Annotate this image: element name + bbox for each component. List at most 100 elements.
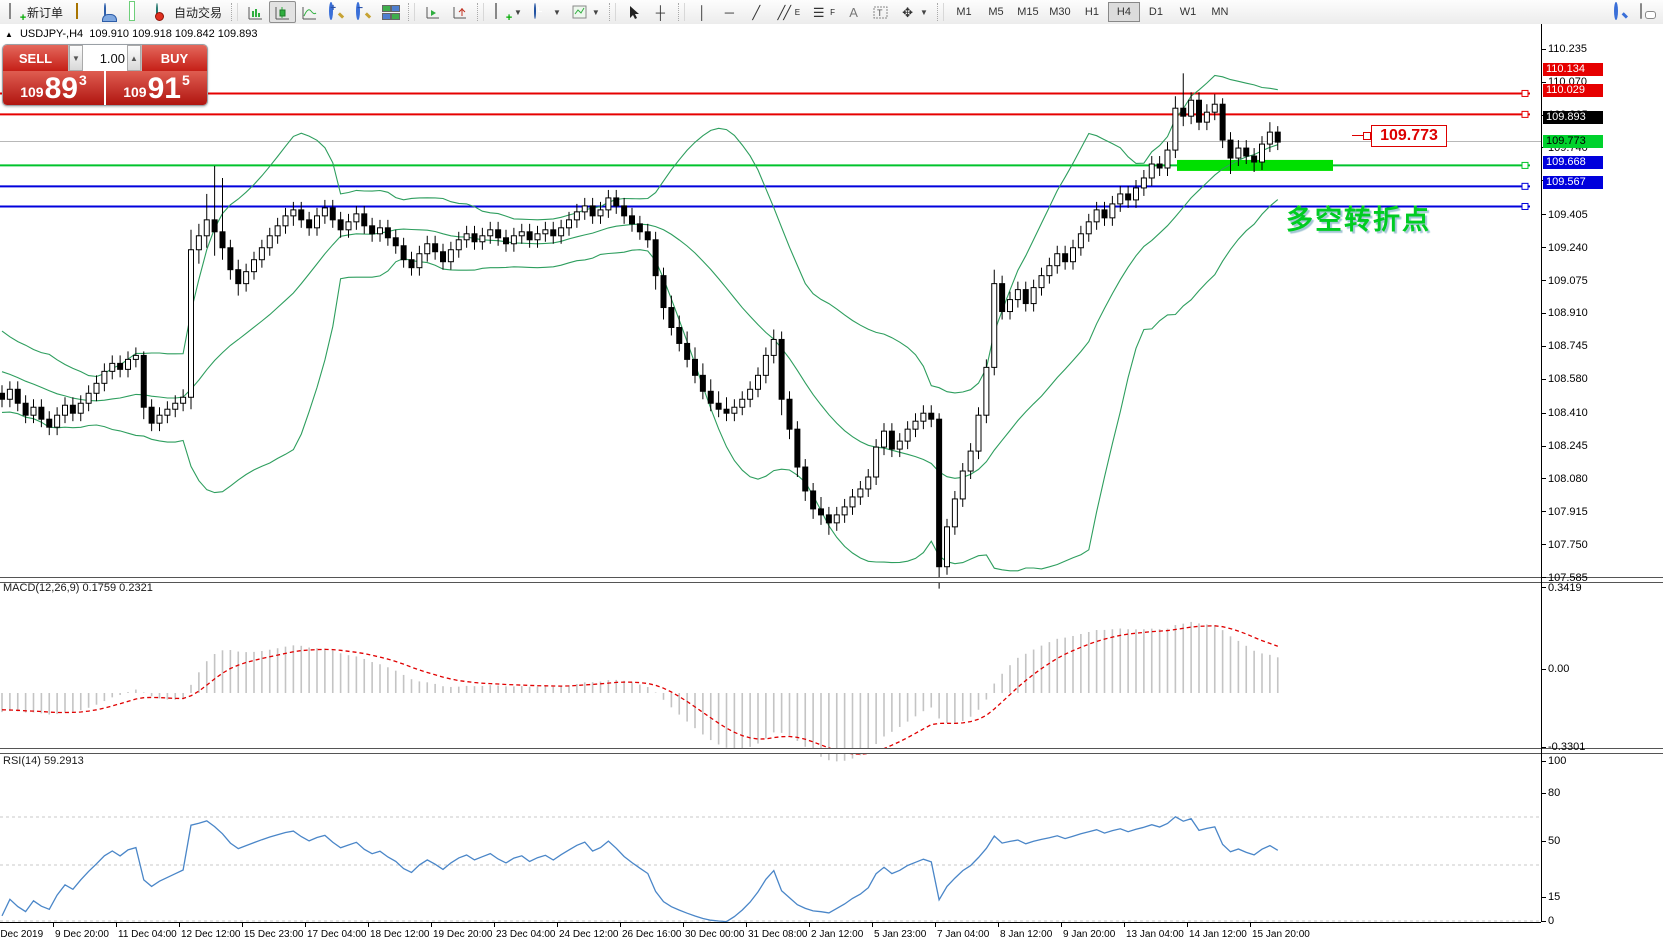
ohlc-quote-label: 109.910 109.918 109.842 109.893: [89, 28, 258, 40]
price-tick-label: 108.910: [1548, 307, 1588, 320]
templates-button[interactable]: ▼: [566, 1, 605, 23]
signals-button[interactable]: [122, 1, 149, 23]
toolbar-separator: [936, 3, 944, 21]
macd-pane-canvas[interactable]: [0, 605, 1541, 773]
macd-tick-label: 0.3419: [1548, 581, 1582, 594]
time-tick-mark: [557, 923, 558, 927]
timeframe-MN[interactable]: MN: [1211, 6, 1229, 18]
price-tick-mark: [1541, 511, 1546, 513]
one-click-trade-panel: SELL ▼ ▲ BUY 109 89 3 109 91 5: [2, 44, 208, 106]
time-tick-label: 8 Jan 12:00: [1000, 929, 1053, 940]
buy-price-prefix: 109: [123, 84, 147, 100]
volume-input[interactable]: [83, 45, 127, 71]
timeframe-D1[interactable]: D1: [1148, 6, 1163, 18]
time-tick-mark: [116, 923, 117, 927]
search-button[interactable]: [1607, 1, 1634, 23]
time-tick-label: 18 Dec 12:00: [370, 929, 430, 940]
volume-increase-button[interactable]: ▲: [127, 45, 141, 71]
tile-windows-button[interactable]: [377, 1, 404, 23]
auto-scroll-icon: [424, 4, 441, 21]
timeframe-W1[interactable]: W1: [1179, 6, 1197, 18]
sell-price-button[interactable]: 109 89 3: [3, 71, 104, 105]
timeframe-M30[interactable]: M30: [1049, 6, 1071, 18]
price-tick-mark: [1541, 247, 1546, 249]
chat-icon: [1640, 2, 1642, 19]
sell-button[interactable]: SELL: [3, 45, 68, 71]
horizontal-line-tool[interactable]: ─: [716, 1, 743, 23]
arrows-tool[interactable]: ✥ ▼: [894, 1, 933, 23]
rsi-tick-label: 0: [1548, 915, 1555, 927]
buy-button[interactable]: BUY: [142, 45, 207, 71]
market-watch-button[interactable]: [68, 1, 95, 23]
line-chart-mode-button[interactable]: [296, 1, 323, 23]
time-tick-label: 11 Dec 04:00: [118, 929, 177, 940]
cursor-icon: [625, 4, 642, 21]
price-level-label: 110.134: [1543, 62, 1603, 76]
fibonacci-tool[interactable]: ☰ F: [805, 1, 840, 23]
candle-chart-mode-button[interactable]: [269, 1, 297, 23]
price-tick-mark: [1541, 378, 1546, 380]
time-tick-label: 31 Dec 08:00: [748, 929, 808, 940]
buy-price-button[interactable]: 109 91 5: [106, 71, 207, 105]
rsi-pane-canvas[interactable]: [0, 777, 1541, 945]
collapse-triangle-icon[interactable]: ▲: [5, 30, 13, 39]
time-tick-mark: [620, 923, 621, 927]
channel-tool[interactable]: ╱╱ E: [770, 1, 805, 23]
time-tick-mark: [242, 923, 243, 927]
chat-button[interactable]: [1634, 1, 1661, 23]
timeframe-H1[interactable]: H1: [1084, 6, 1099, 18]
periods-button[interactable]: ▼: [527, 1, 566, 23]
time-tick-label: 5 Dec 2019: [0, 929, 44, 940]
new-order-icon: [9, 2, 11, 19]
rsi-indicator-label: RSI(14) 59.2913: [3, 755, 84, 767]
timeframe-M1[interactable]: M1: [956, 6, 972, 18]
time-tick-label: 17 Dec 04:00: [307, 929, 367, 940]
timeframe-M15[interactable]: M15: [1017, 6, 1039, 18]
trendline-tool[interactable]: ╱: [743, 1, 770, 23]
text-tool[interactable]: A: [840, 1, 867, 23]
price-callout-label[interactable]: 109.773: [1371, 125, 1447, 147]
volume-decrease-button[interactable]: ▼: [69, 45, 83, 71]
pane-divider[interactable]: [0, 748, 1663, 754]
time-tick-mark: [305, 923, 306, 927]
time-tick-mark: [53, 923, 54, 927]
cursor-tool-button[interactable]: [620, 1, 647, 23]
text-label-tool[interactable]: T: [867, 1, 894, 23]
bar-chart-icon: [247, 4, 264, 21]
time-tick-mark: [368, 923, 369, 927]
crosshair-icon: ┼: [655, 4, 665, 20]
zoom-out-button[interactable]: −: [350, 1, 377, 23]
price-level-label: 109.668: [1543, 155, 1603, 169]
price-tick-label: 108.745: [1548, 340, 1588, 353]
price-tick-label: 108.410: [1548, 407, 1588, 420]
pane-divider[interactable]: [0, 577, 1663, 583]
new-order-button[interactable]: 新订单: [2, 1, 68, 23]
crosshair-tool-button[interactable]: ┼: [647, 1, 674, 23]
horizontal-line-icon: ─: [724, 4, 734, 20]
auto-scroll-button[interactable]: [419, 1, 446, 23]
time-tick-label: 15 Dec 23:00: [244, 929, 304, 940]
zoom-in-button[interactable]: +: [323, 1, 350, 23]
zoom-out-icon: −: [356, 1, 363, 20]
time-tick-label: 5 Jan 23:00: [874, 929, 927, 940]
accounts-button[interactable]: [95, 1, 122, 23]
time-tick-label: 26 Dec 16:00: [622, 929, 682, 940]
chart-shift-button[interactable]: [446, 1, 473, 23]
bar-chart-mode-button[interactable]: [242, 1, 269, 23]
timeframe-H4[interactable]: H4: [1107, 2, 1140, 22]
channel-icon: ╱╱: [777, 4, 791, 20]
vertical-line-tool[interactable]: │: [689, 1, 716, 23]
gold-icon: [76, 2, 79, 19]
indicators-button[interactable]: ▼: [488, 1, 527, 23]
tile-windows-icon: [382, 4, 401, 21]
time-tick-label: 14 Jan 12:00: [1189, 929, 1247, 940]
time-tick-mark: [494, 923, 495, 927]
timeframe-M5[interactable]: M5: [988, 6, 1004, 18]
auto-trading-button[interactable]: 自动交易: [149, 1, 227, 23]
chart-annotation-text[interactable]: 多空转折点: [1286, 205, 1431, 235]
rsi-tick-label: 100: [1548, 755, 1567, 767]
main-chart-canvas[interactable]: [0, 48, 1541, 602]
price-tick-mark: [1541, 412, 1546, 414]
chevron-down-icon: ▼: [591, 7, 600, 17]
chart-shift-icon: [451, 4, 468, 21]
